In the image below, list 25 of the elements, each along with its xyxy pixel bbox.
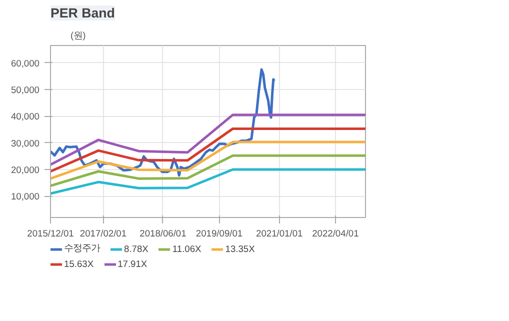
y-tick-label: 20,000 (10, 165, 40, 175)
y-tick-label: 40,000 (10, 112, 40, 122)
y-axis-title: (원) (70, 30, 86, 40)
x-tick-label: 2019/09/01 (196, 228, 243, 238)
line-series (50, 168, 366, 195)
y-tick-label: 30,000 (10, 138, 40, 148)
y-tick-label: 60,000 (10, 58, 40, 68)
line-series (50, 140, 366, 180)
legend-label: 17.91X (118, 259, 148, 269)
line-series (50, 154, 366, 188)
legend-label: 13.35X (225, 244, 255, 254)
x-tick-label: 2021/01/01 (256, 228, 303, 238)
legend-label: 수정주가 (64, 242, 100, 255)
line-series (50, 114, 366, 166)
legend-label: 15.63X (64, 259, 94, 269)
x-tick-label: 2017/02/01 (80, 228, 127, 238)
y-tick-label: 50,000 (10, 85, 40, 95)
chart-title: PER Band (50, 6, 115, 20)
x-tick-label: 2015/12/01 (27, 228, 74, 238)
line-series (50, 127, 366, 173)
y-tick-label: 10,000 (10, 192, 40, 202)
legend-label: 11.06X (172, 244, 202, 254)
x-tick-label: 2018/06/01 (140, 228, 186, 238)
x-tick-label: 2022/04/01 (312, 228, 359, 238)
legend-label: 8.78X (124, 244, 148, 254)
